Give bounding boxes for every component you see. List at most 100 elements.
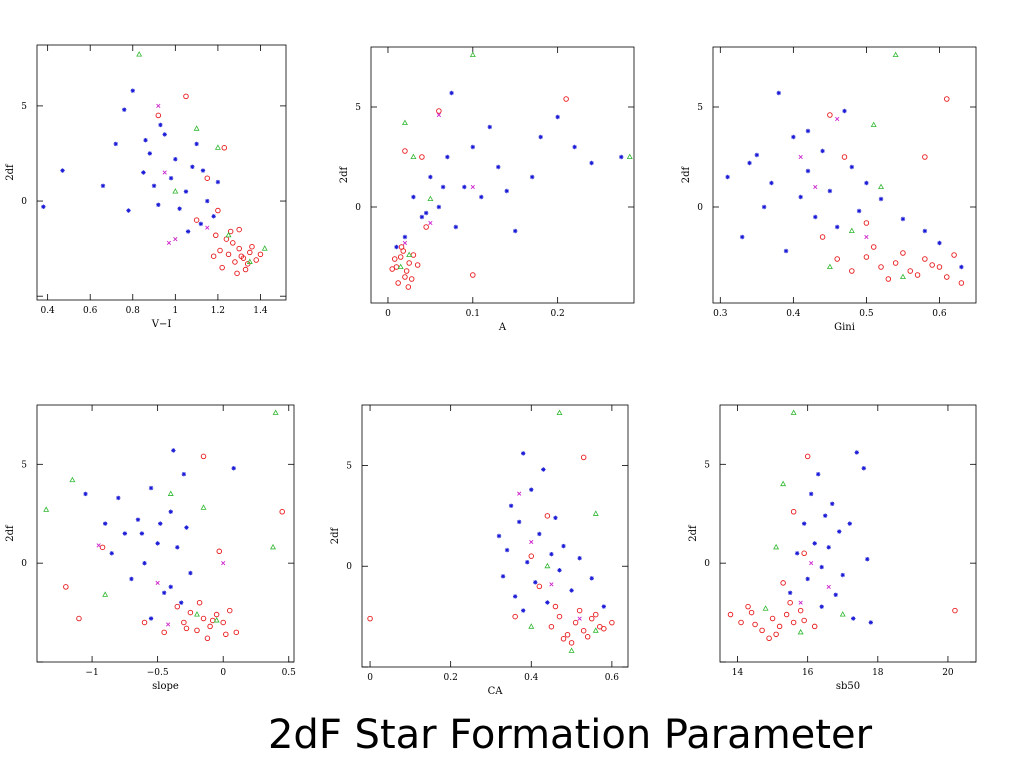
panel-5-circle-point: [588, 615, 595, 622]
panel-5-star-point: [569, 588, 574, 593]
panel-6-triangle-point: [780, 480, 787, 487]
panel-6-circle-point: [790, 509, 797, 515]
panel-5-star-point: [557, 568, 562, 573]
panel-1-star-point: [151, 183, 157, 189]
panel-1-star-point: [200, 168, 206, 173]
panel-1-frame: [36, 44, 287, 301]
panel-4-xtick-label: 0: [220, 668, 226, 678]
panel-2-star-point: [423, 210, 429, 216]
panel-3-xtick-label: 0.4: [786, 309, 801, 319]
panel-4-star-point: [148, 616, 154, 621]
panel-6-star-point: [787, 590, 793, 596]
panel-1-star-point: [177, 206, 182, 211]
panel-5-cross-point: [517, 491, 522, 496]
panel-3-triangle-point: [826, 263, 833, 270]
panel-6-frame: [719, 404, 977, 663]
panel-2-star-point: [513, 228, 518, 234]
panel-4-star-point: [168, 584, 173, 590]
panel-2-circle-point: [398, 244, 405, 250]
panel-3-circle-point: [929, 262, 935, 268]
panel-5-triangle-point: [592, 510, 599, 516]
panel-3-circle-point: [885, 276, 892, 282]
panel-3-circle-point: [841, 154, 848, 160]
panel-2-star-point: [496, 164, 501, 170]
panel-2-circle-point: [419, 154, 425, 160]
panel-3-star-point: [849, 164, 855, 170]
panel-2-circle-point: [423, 224, 429, 230]
panel-3-star-point: [820, 148, 825, 154]
panel-6-circle-point: [797, 607, 804, 614]
panel-6-circle-point: [766, 635, 772, 642]
panel-1-star-point: [122, 107, 127, 112]
panel-2-triangle-point: [397, 263, 404, 270]
panel-2-xtick-label: 0: [385, 309, 391, 319]
panel-3-star-point: [798, 194, 803, 200]
panel-2-triangle-point: [626, 153, 633, 160]
panel-5-x-axis-label: CA: [488, 686, 504, 697]
panel-2-circle-point: [408, 276, 415, 282]
panel-2-triangle-point: [406, 251, 413, 258]
panel-1-circle-point: [219, 264, 225, 271]
panel-5-circle-point: [544, 513, 551, 519]
panel-3-star-point: [725, 174, 730, 180]
panel-5-circle-point: [564, 632, 571, 638]
panel-3-circle-point: [936, 264, 943, 270]
panel-1-triangle-point: [193, 125, 200, 131]
panel-6-triangle-point: [762, 605, 769, 611]
panel-5-triangle-point: [568, 647, 575, 653]
panel-3-triangle-point: [899, 273, 906, 280]
panel-6-star-point: [830, 501, 835, 507]
panel-6-star-point: [823, 513, 828, 518]
panel-6-circle-point: [801, 550, 807, 557]
panel-2-star-point: [440, 184, 446, 190]
panel-2-cross-point: [470, 184, 475, 190]
panel-2-circle-point: [402, 274, 408, 280]
panel-5-xtick-label: 0.4: [524, 673, 539, 683]
panel-1-circle-point: [242, 266, 249, 273]
panel-4-circle-point: [194, 627, 200, 634]
panel-1-circle-point: [204, 175, 211, 181]
panel-4-circle-point: [220, 619, 226, 626]
panel-6-star-point: [808, 491, 814, 497]
panel-5-circle-point: [560, 636, 567, 642]
panel-3-triangle-point: [892, 51, 899, 57]
panel-3-star-point: [900, 216, 906, 222]
panel-4-circle-point: [279, 509, 285, 515]
panel-6-circle-point: [738, 619, 744, 626]
panel-6-triangle-point: [790, 409, 797, 415]
panel-6-circle-point: [783, 611, 790, 618]
panel-4-circle-point: [63, 584, 69, 590]
panel-5-star-point: [521, 608, 526, 613]
panel-6-circle-point: [780, 580, 786, 586]
panel-6-triangle-point: [797, 628, 804, 635]
panel-1-star-point: [143, 137, 148, 143]
panel-1-triangle-point: [172, 188, 179, 194]
panel-6-star-point: [851, 616, 856, 621]
panel-5-circle-point: [593, 611, 599, 618]
panel-1-triangle-point: [246, 258, 253, 264]
panel-1-star-point: [100, 183, 106, 189]
panel-5-star-point: [525, 560, 530, 565]
panel-6-star-point: [833, 592, 838, 597]
panel-2-star-point: [394, 244, 399, 250]
panel-4-circle-point: [196, 599, 203, 606]
panel-3-circle-point: [834, 256, 840, 262]
panel-1-star-point: [190, 164, 195, 169]
panel-3-circle-point: [951, 252, 957, 258]
panel-1-star-point: [185, 229, 191, 234]
panel-2-star-point: [445, 154, 450, 160]
panel-5-triangle-point: [544, 562, 551, 569]
panel-3-star-point: [776, 90, 781, 96]
panel-5-star-point: [521, 451, 526, 456]
panel-2-star-point: [462, 184, 467, 190]
panel-2-star-point: [487, 124, 492, 130]
panel-4-star-point: [168, 509, 173, 514]
panel-3-circle-point: [827, 112, 833, 118]
panel-5-ytick-label: 5: [346, 461, 352, 471]
panel-3-star-point: [783, 248, 789, 254]
panel-1-circle-point: [232, 259, 238, 265]
panel-1-star-point: [60, 168, 65, 173]
panel-1-star-point: [41, 204, 46, 209]
panel-4-triangle-point: [272, 409, 279, 415]
panel-4-cross-point: [96, 543, 101, 548]
